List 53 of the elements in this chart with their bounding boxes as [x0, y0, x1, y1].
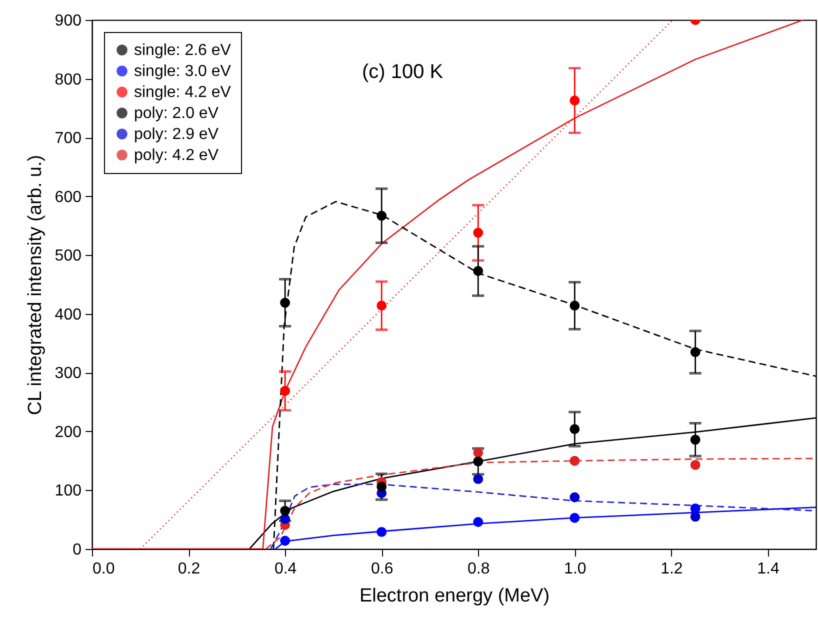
point — [690, 512, 700, 522]
x-tick-label: 1.2 — [660, 560, 683, 578]
x-tick-label: 0.0 — [92, 560, 115, 578]
y-tick-label: 700 — [54, 130, 82, 148]
annotation: (c) 100 K — [362, 61, 444, 83]
point — [473, 228, 484, 238]
y-tick-label: 200 — [54, 424, 82, 441]
point — [473, 456, 484, 466]
y-tick-label: 600 — [54, 188, 82, 206]
y-axis-title: CL integrated intensity (arb. u.) — [24, 154, 46, 416]
point — [280, 536, 290, 546]
point — [690, 503, 700, 514]
point — [690, 434, 700, 445]
legend-label: single: 3.0 eV — [134, 63, 232, 80]
x-tick-label: 0.2 — [178, 560, 200, 578]
y-tick-label: 900 — [54, 12, 82, 30]
y-tick-label: 500 — [54, 248, 82, 265]
point — [570, 512, 580, 523]
point — [473, 516, 484, 527]
y-tick-label: 800 — [54, 71, 82, 88]
y-tick-label: 400 — [54, 306, 82, 324]
point — [473, 448, 484, 458]
y-tick-label: 300 — [54, 365, 82, 382]
legend-label: poly: 4.2 eV — [134, 147, 219, 164]
point — [570, 456, 580, 466]
y-tick-label: 100 — [54, 482, 82, 500]
point — [570, 424, 580, 434]
point — [280, 514, 290, 524]
legend-label: single: 4.2 eV — [134, 84, 232, 101]
x-tick-label: 1.0 — [564, 560, 586, 578]
point — [570, 492, 580, 502]
y-tick-label: 0 — [72, 542, 82, 558]
point — [376, 300, 387, 311]
point — [690, 347, 700, 358]
point — [473, 474, 484, 484]
point — [376, 210, 387, 221]
point — [280, 506, 290, 516]
point — [280, 386, 290, 396]
x-tick-label: 0.4 — [274, 560, 297, 578]
legend-label: single: 2.6 eV — [134, 42, 232, 59]
x-tick-label: 1.4 — [757, 560, 780, 578]
point — [280, 298, 290, 308]
point — [690, 460, 700, 470]
point — [376, 526, 387, 537]
point — [570, 96, 580, 106]
point — [376, 482, 387, 492]
x-tick-label: 0.8 — [468, 560, 490, 578]
legend-label: poly: 2.9 eV — [134, 126, 219, 143]
x-tick-label: 0.6 — [370, 560, 394, 578]
x-axis-title: Electron energy (MeV) — [359, 586, 550, 606]
point — [473, 266, 484, 276]
legend-label: poly: 2.0 eV — [134, 105, 219, 122]
point — [570, 300, 580, 311]
